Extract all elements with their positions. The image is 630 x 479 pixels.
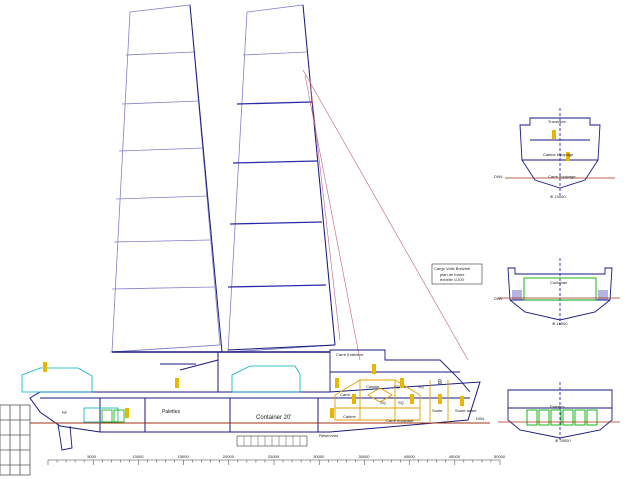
label-palettes: Palettes — [162, 409, 181, 415]
label-sq-1: SQ — [394, 384, 400, 389]
title-line-1: Cargo Voile Breizhel — [434, 266, 470, 271]
keel — [57, 423, 73, 451]
interior-layout — [334, 379, 449, 422]
section1-frame: ⊕ 10000 — [550, 194, 566, 199]
ruler-label: 40000 — [404, 454, 416, 459]
label-sq-2: SQ — [380, 400, 386, 405]
label-sq-3: SQ — [398, 400, 404, 405]
ruler-label: 20000 — [223, 454, 235, 459]
section-view-3 — [507, 382, 613, 440]
forestay-lines — [302, 69, 469, 361]
section1-label-cabine: Cabine équipage — [543, 152, 574, 157]
ruler-label: 25000 — [268, 454, 280, 459]
label-soute: Soute — [432, 408, 443, 413]
label-carre: Carré — [340, 392, 351, 397]
ruler-label: 50000 — [494, 454, 506, 459]
section1-dwl: DWL — [494, 174, 504, 179]
aft-mast — [189, 4, 223, 353]
section2-label-container: Container — [550, 280, 568, 285]
ruler-label: 45000 — [449, 454, 461, 459]
label-soute-avant: Soute avant — [455, 408, 477, 413]
ruler-label: 15000 — [178, 454, 190, 459]
hull-cargo — [101, 409, 125, 423]
ruler-label: 35000 — [358, 454, 370, 459]
section2-container — [523, 277, 597, 301]
hull — [29, 381, 481, 433]
section3-label-palettes: Palettes — [550, 404, 564, 409]
label-dwl-right: DWL — [476, 416, 486, 421]
section1-label-carre: Carré équipage — [548, 174, 576, 179]
label-carre-exterieur: Carré Extérieur — [336, 352, 364, 357]
label-reservoirs: Réservoirs — [319, 433, 338, 438]
ruler-label: 5000 — [87, 454, 97, 459]
label-carre-equipage: Carré équipage — [386, 418, 414, 423]
section3-pallets — [526, 409, 598, 426]
section3-frame: ⊕ 20000 — [555, 438, 571, 443]
deck-vehicles — [21, 365, 301, 423]
aft-sail — [109, 4, 221, 353]
label-rf: RF — [62, 410, 68, 415]
ruler-label: 30000 — [313, 454, 325, 459]
section-view-1 — [519, 108, 601, 195]
section1-label-traverses: Traverses — [548, 119, 566, 124]
crane — [160, 352, 219, 392]
label-container: Container 20' — [256, 415, 292, 421]
title-line-2: plan de forme — [440, 272, 465, 277]
title-block: Cargo Voile Breizhel plan de forme échel… — [431, 263, 483, 285]
label-cuisine: Cuisine — [366, 384, 380, 389]
ruler-label: 10000 — [132, 454, 144, 459]
label-cabine: Cabine — [343, 414, 356, 419]
label-sq-4: SQ — [418, 384, 424, 389]
crew-figures — [43, 362, 464, 418]
section2-frame: ⊕ 16000 — [552, 321, 568, 326]
label-b: B — [438, 380, 442, 386]
pier — [0, 404, 31, 476]
ruler-ticks: 5000 10000 15000 20000 25000 30000 35000 40000 4… — [47, 454, 506, 465]
deckhouse — [329, 349, 471, 393]
title-line-3: échelle 1/100 — [440, 277, 465, 282]
section2-dwl: DWL — [494, 296, 504, 301]
fore-sail — [227, 4, 336, 353]
